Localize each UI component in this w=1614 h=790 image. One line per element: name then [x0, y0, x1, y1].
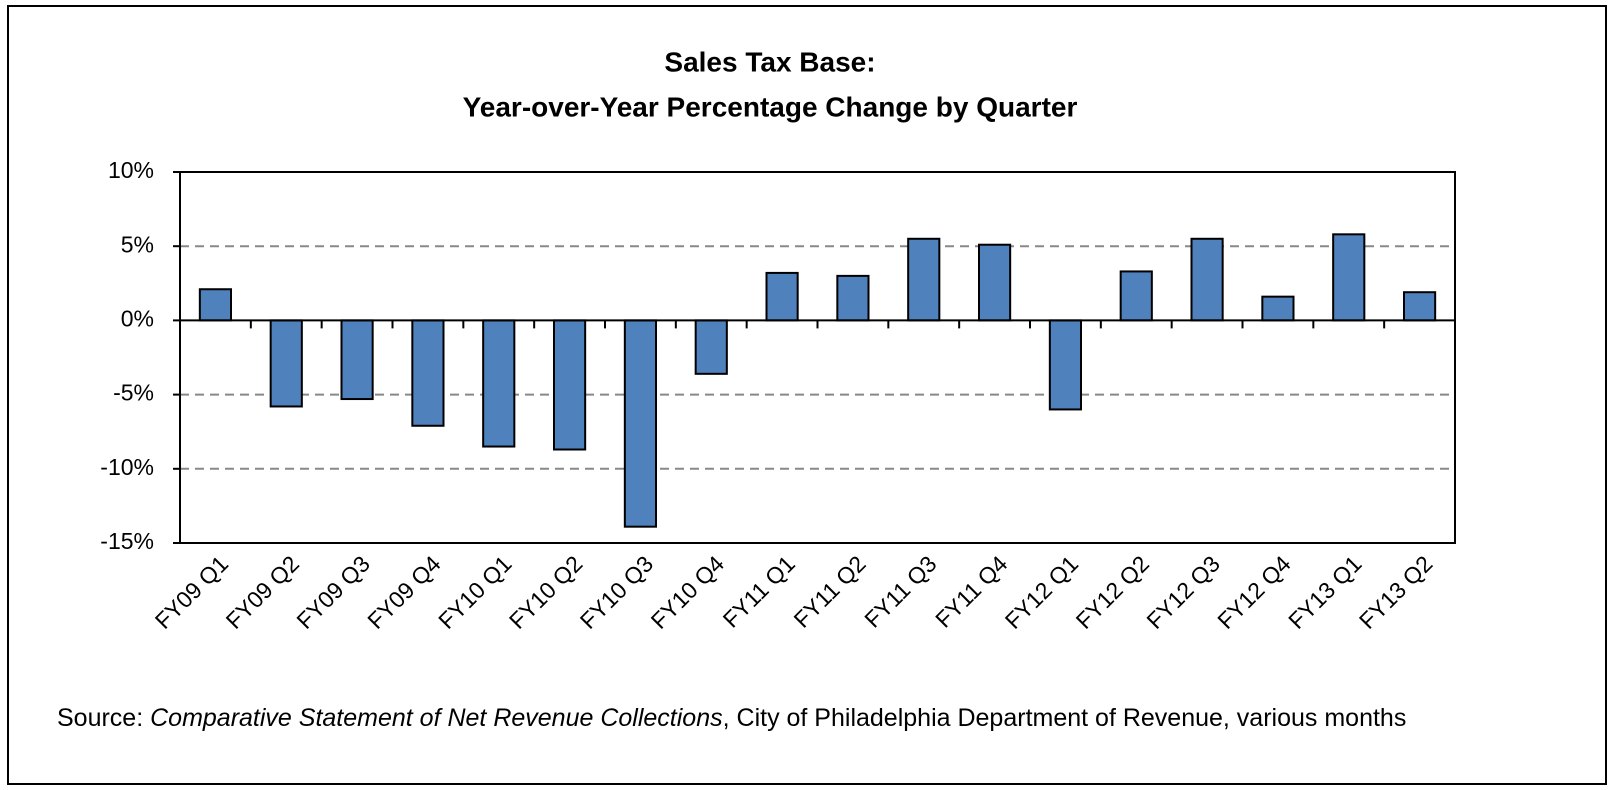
bar	[978, 243, 1012, 322]
bar	[269, 319, 303, 408]
bar	[198, 288, 232, 322]
bar	[1190, 237, 1224, 322]
y-tick-label: 5%	[121, 231, 154, 257]
source-suffix: , City of Philadelphia Department of Rev…	[722, 704, 1407, 732]
bar	[1119, 270, 1153, 322]
chart-title: Sales Tax Base:	[664, 46, 875, 77]
bar	[1403, 291, 1437, 322]
y-tick-label: 10%	[108, 157, 154, 183]
bar	[907, 237, 941, 322]
bar	[765, 271, 799, 322]
bar	[482, 319, 516, 448]
y-tick-label: 0%	[121, 305, 154, 331]
bar	[623, 319, 657, 528]
bar	[694, 319, 728, 375]
bar	[553, 319, 587, 451]
source-prefix: Source:	[57, 704, 151, 732]
plot-border	[179, 171, 1456, 544]
bar	[836, 274, 870, 322]
bar	[1048, 319, 1083, 411]
y-tick-label: -15%	[100, 528, 154, 554]
source-note: Source: Comparative Statement of Net Rev…	[57, 700, 1467, 736]
bar	[340, 319, 374, 401]
chart-title: Year-over-Year Percentage Change by Quar…	[463, 91, 1078, 122]
y-tick-label: -5%	[113, 380, 154, 406]
bar	[1332, 233, 1366, 322]
bar	[1261, 295, 1295, 322]
bar	[411, 319, 445, 427]
y-tick-label: -10%	[100, 454, 154, 480]
source-title: Comparative Statement of Net Revenue Col…	[150, 704, 723, 732]
